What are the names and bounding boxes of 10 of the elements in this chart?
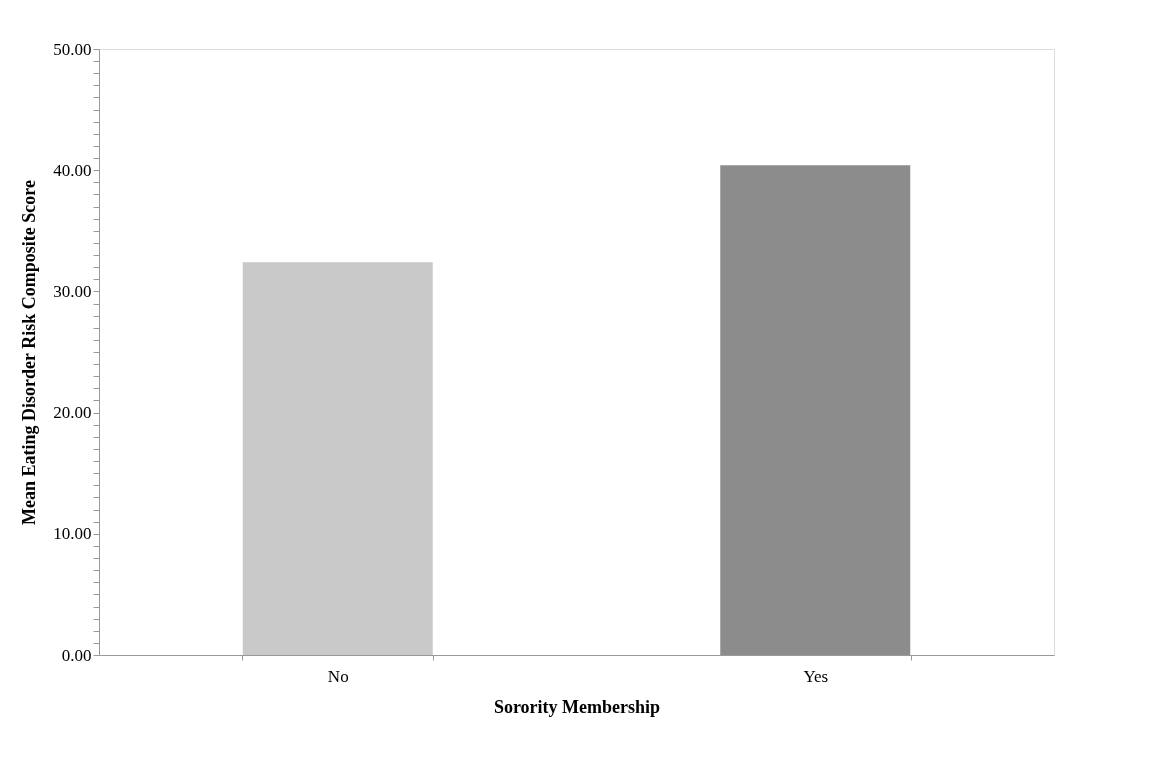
x-tick-label: No [327, 666, 349, 686]
y-tick-label: 40.00 [53, 160, 92, 180]
y-tick-label: 30.00 [53, 281, 92, 301]
y-tick-label: 50.00 [53, 39, 92, 59]
y-axis-title: Mean Eating Disorder Risk Composite Score [19, 180, 40, 525]
y-tick-label: 10.00 [53, 524, 92, 544]
x-axis-title: Sorority Membership [493, 696, 661, 717]
x-tick-label: Yes [803, 666, 829, 686]
y-tick-label: 20.00 [53, 403, 92, 423]
y-tick-label: 0.00 [61, 645, 92, 665]
